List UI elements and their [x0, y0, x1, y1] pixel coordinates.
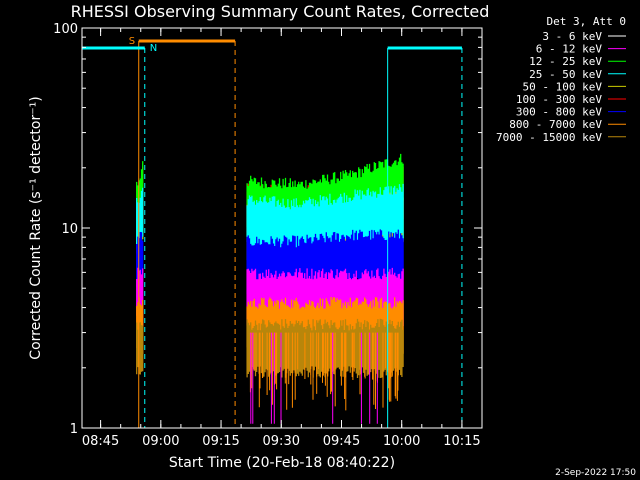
legend-label: 12 - 25 keV	[529, 55, 602, 68]
x-tick-label: 10:00	[383, 434, 420, 449]
legend-label: 300 - 800 keV	[516, 106, 602, 119]
y-tick-label: 10	[61, 222, 78, 237]
y-tick-label: 100	[53, 22, 78, 37]
y-tick-label: 1	[70, 422, 78, 437]
chart-title: RHESSI Observing Summary Count Rates, Co…	[71, 2, 490, 21]
legend-label: 50 - 100 keV	[523, 80, 603, 93]
x-tick-label: 09:45	[323, 434, 360, 449]
legend-label: 6 - 12 keV	[536, 43, 603, 56]
x-tick-label: 09:30	[263, 434, 300, 449]
x-tick-label: 09:15	[202, 434, 239, 449]
y-axis-label: Corrected Count Rate (s⁻¹ detector⁻¹)	[28, 96, 44, 359]
legend-label: 100 - 300 keV	[516, 93, 602, 106]
saa-label: S	[129, 36, 135, 47]
x-tick-label: 09:00	[142, 434, 179, 449]
legend-label: 25 - 50 keV	[529, 68, 602, 81]
series-300-800kev	[136, 229, 404, 296]
legend-label: 3 - 6 keV	[542, 30, 602, 43]
series-spikes-6-12kev	[250, 332, 378, 424]
x-tick-label: 10:15	[443, 434, 480, 449]
axis-layer: 1 10 100 08:45 09:00 09:15 09:30 09:45 10:00 10:1…	[53, 22, 483, 449]
night-label: N	[150, 43, 157, 54]
legend-label: 7000 - 15000 keV	[496, 131, 602, 144]
series-25-50kev	[136, 183, 404, 258]
x-tick-label: 08:45	[82, 434, 119, 449]
footer-date: 2-Sep-2022 17:50	[555, 468, 636, 478]
x-axis-label: Start Time (20-Feb-18 08:40:22)	[169, 455, 395, 471]
legend-label: 800 - 7000 keV	[509, 118, 602, 131]
legend-title: Det 3, Att 0	[547, 15, 626, 28]
data-layer	[136, 153, 404, 424]
